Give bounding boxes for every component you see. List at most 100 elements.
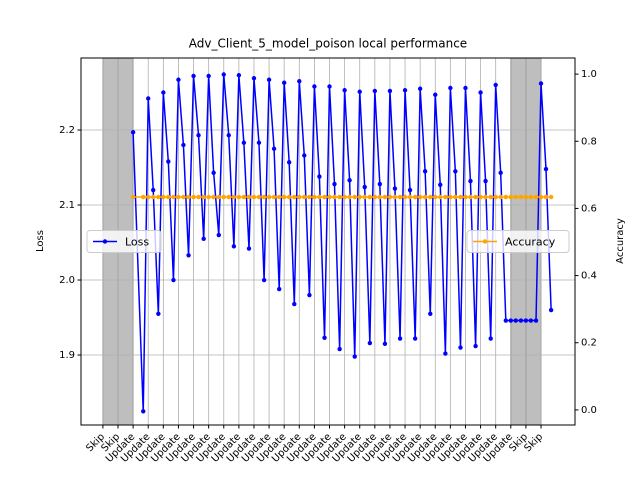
point <box>297 194 302 200</box>
point <box>347 194 352 200</box>
point <box>493 194 498 200</box>
point <box>176 77 181 82</box>
point <box>483 194 488 200</box>
point <box>191 194 196 200</box>
point <box>221 72 226 77</box>
point <box>337 194 342 200</box>
point <box>281 80 287 85</box>
point <box>191 73 196 79</box>
point <box>332 194 337 200</box>
point <box>302 194 307 200</box>
point <box>538 194 544 200</box>
y-tick-label: 2.0 <box>59 275 75 286</box>
point <box>196 194 201 200</box>
point <box>513 194 518 200</box>
point <box>523 194 529 200</box>
point <box>433 92 438 97</box>
legend-marker <box>102 239 108 244</box>
point <box>302 153 307 158</box>
point <box>246 246 252 251</box>
y-axis-label: Loss <box>35 230 46 252</box>
point <box>277 194 282 200</box>
y-tick-label: 2.2 <box>59 125 75 136</box>
point <box>251 76 257 81</box>
point <box>498 170 503 175</box>
point <box>322 194 327 200</box>
point <box>448 194 453 200</box>
point <box>271 146 277 151</box>
point <box>347 178 352 183</box>
point <box>211 170 216 175</box>
point <box>367 340 373 346</box>
point <box>186 253 191 258</box>
point <box>156 311 161 316</box>
point <box>458 345 463 350</box>
point <box>317 174 322 179</box>
point <box>281 194 287 200</box>
point <box>332 181 337 187</box>
point <box>478 194 483 200</box>
point <box>402 194 408 200</box>
point <box>176 194 181 200</box>
point <box>367 194 373 200</box>
y2-tick-label: 0.8 <box>581 136 597 147</box>
point <box>141 194 146 200</box>
point <box>312 84 317 89</box>
point <box>186 194 191 200</box>
point <box>407 187 413 193</box>
point <box>443 194 448 200</box>
point <box>256 194 262 200</box>
point <box>307 292 312 298</box>
point <box>246 194 252 200</box>
point <box>327 194 332 200</box>
legend-marker <box>482 239 488 244</box>
point <box>488 336 493 341</box>
point <box>523 318 529 323</box>
point <box>422 169 428 174</box>
point <box>292 194 297 200</box>
point <box>503 318 509 323</box>
legend-box <box>466 230 570 253</box>
y2-axis-label: Accuracy <box>615 218 626 264</box>
point <box>352 354 357 359</box>
point <box>508 318 513 323</box>
point <box>453 169 458 174</box>
point <box>196 133 201 138</box>
y2-tick-label: 0.0 <box>581 405 597 416</box>
legend-label: Accuracy <box>505 236 556 249</box>
point <box>337 346 342 352</box>
point <box>236 194 242 200</box>
point <box>261 277 267 283</box>
point <box>412 336 418 341</box>
point <box>166 159 171 164</box>
point <box>453 194 458 200</box>
point <box>171 277 176 283</box>
point <box>342 88 347 93</box>
point <box>468 194 473 200</box>
point <box>488 194 493 200</box>
point <box>448 85 453 91</box>
point <box>428 311 433 316</box>
point <box>518 194 524 200</box>
y-tick-label: 2.1 <box>59 200 75 211</box>
point <box>206 73 211 79</box>
point <box>422 194 428 200</box>
point <box>241 140 247 145</box>
point <box>266 77 272 82</box>
point <box>412 194 418 200</box>
point <box>543 166 549 172</box>
point <box>156 194 161 200</box>
point <box>256 140 262 145</box>
y2-tick-label: 1.0 <box>581 69 597 80</box>
point <box>161 194 166 200</box>
chart-title: Adv_Client_5_model_poison local performa… <box>189 37 467 51</box>
point <box>146 194 151 200</box>
point <box>528 194 534 200</box>
point <box>130 194 136 200</box>
point <box>382 341 388 346</box>
point <box>342 194 347 200</box>
point <box>533 194 539 200</box>
point <box>236 73 242 78</box>
point <box>357 194 362 200</box>
